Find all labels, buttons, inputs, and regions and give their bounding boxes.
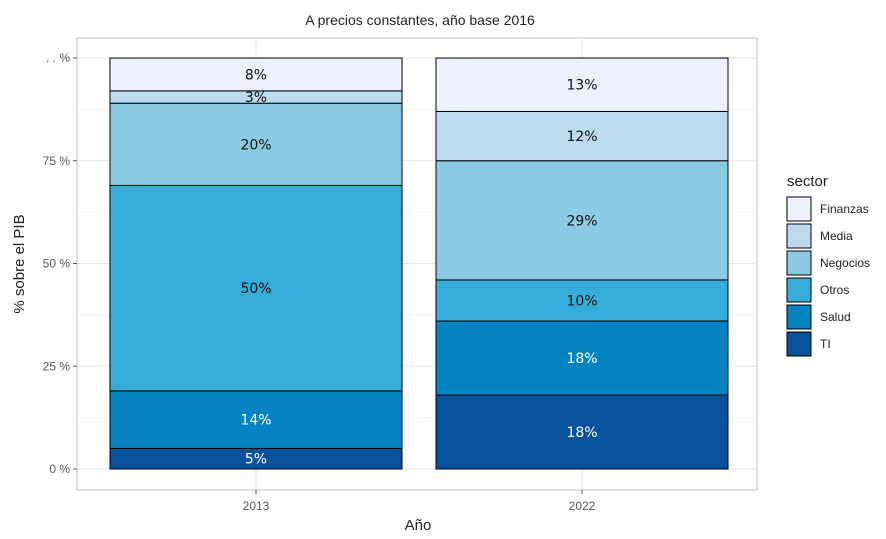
data-label-negocios-2022: 29% xyxy=(566,213,597,229)
legend-key-finanzas xyxy=(786,196,812,222)
x-tick-label: 2013 xyxy=(243,499,270,513)
bars: 5% 14% 50% 20% 3% 8% 18% 18% 10% 29% 12% 13% xyxy=(109,57,729,470)
y-tick-label: 0 % xyxy=(49,462,70,476)
bar-segment-finanzas-2022 xyxy=(435,57,729,112)
legend-label-media: Media xyxy=(820,229,853,243)
data-label-ti-2022: 18% xyxy=(566,425,597,441)
data-label-negocios-2013: 20% xyxy=(240,137,271,153)
data-label-otros-2013: 50% xyxy=(240,281,271,297)
legend-key-negocios xyxy=(786,250,812,276)
y-axis-ticks: 0 % 25 % 50 % 75 % . . % xyxy=(43,51,77,476)
y-tick-label: 75 % xyxy=(43,154,71,168)
y-axis-title: % sobre el PIB xyxy=(11,214,28,313)
data-label-media-2022: 12% xyxy=(566,129,597,145)
y-tick-label: 25 % xyxy=(43,359,71,373)
x-tick-label: 2022 xyxy=(569,499,596,513)
legend-label-negocios: Negocios xyxy=(820,256,870,270)
legend: sector Finanzas Media Negocios Otros Salud TI xyxy=(786,173,870,357)
bar-segment-ti-2022 xyxy=(435,394,729,470)
bar-segment-media-2022 xyxy=(435,110,729,162)
chart-title: A precios constantes, año base 2016 xyxy=(305,12,535,28)
bar-segment-otros-2022 xyxy=(435,279,729,322)
bar-segment-negocios-2013 xyxy=(109,102,403,186)
data-label-otros-2022: 10% xyxy=(566,293,597,309)
bar-segment-salud-2022 xyxy=(435,320,729,396)
x-axis-title: Año xyxy=(405,517,432,534)
data-label-salud-2022: 18% xyxy=(566,351,597,367)
data-label-media-2013: 3% xyxy=(245,90,267,106)
data-label-ti-2013: 5% xyxy=(245,452,267,468)
legend-key-ti xyxy=(786,331,812,357)
bar-segment-otros-2013 xyxy=(109,184,403,392)
data-label-finanzas-2022: 13% xyxy=(566,78,597,94)
y-tick-label: . . % xyxy=(46,51,70,65)
legend-key-media xyxy=(786,223,812,249)
legend-title: sector xyxy=(787,173,828,190)
bar-segment-negocios-2022 xyxy=(435,160,729,281)
y-tick-label: 50 % xyxy=(43,257,71,271)
x-axis-ticks: 2013 2022 xyxy=(243,490,596,513)
legend-label-salud: Salud xyxy=(820,310,851,324)
legend-key-salud xyxy=(786,304,812,330)
legend-label-otros: Otros xyxy=(820,283,849,297)
legend-label-finanzas: Finanzas xyxy=(820,202,869,216)
data-label-finanzas-2013: 8% xyxy=(245,67,267,83)
data-label-salud-2013: 14% xyxy=(240,413,271,429)
legend-key-otros xyxy=(786,277,812,303)
bar-segment-salud-2013 xyxy=(109,390,403,449)
legend-label-ti: TI xyxy=(820,337,831,351)
bar-segment-finanzas-2013 xyxy=(109,57,403,92)
